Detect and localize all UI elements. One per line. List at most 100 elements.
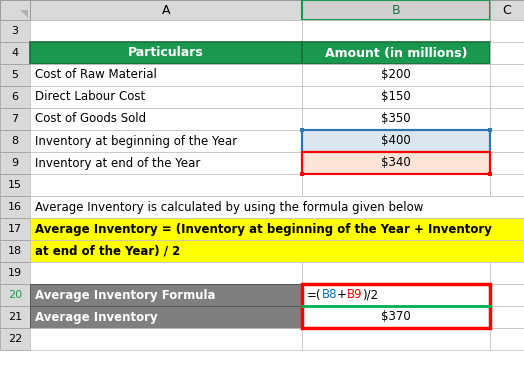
- Bar: [302, 284, 490, 306]
- Bar: [300, 172, 304, 176]
- Bar: [0, 42, 30, 64]
- Bar: [302, 20, 490, 42]
- Bar: [490, 262, 524, 284]
- Bar: [302, 262, 490, 284]
- Text: Average Inventory: Average Inventory: [35, 311, 158, 324]
- Text: B8: B8: [322, 289, 337, 301]
- Text: 5: 5: [12, 70, 18, 80]
- Bar: [0, 152, 30, 174]
- Bar: [302, 174, 490, 196]
- Bar: [30, 42, 302, 64]
- Bar: [490, 174, 524, 196]
- Text: 22: 22: [8, 334, 22, 344]
- Bar: [0, 86, 30, 108]
- Bar: [30, 130, 302, 152]
- Bar: [0, 0, 30, 20]
- Bar: [302, 130, 490, 152]
- Bar: [30, 284, 302, 306]
- Bar: [302, 284, 490, 328]
- Bar: [30, 108, 302, 130]
- Text: 7: 7: [12, 114, 18, 124]
- Bar: [490, 130, 524, 152]
- Bar: [302, 152, 490, 174]
- Bar: [302, 306, 490, 328]
- Text: 19: 19: [8, 268, 22, 278]
- Bar: [0, 20, 30, 42]
- Bar: [30, 218, 524, 240]
- Bar: [0, 174, 30, 196]
- Bar: [30, 64, 302, 86]
- Bar: [490, 42, 524, 64]
- Polygon shape: [20, 10, 28, 18]
- Bar: [30, 0, 302, 20]
- Bar: [490, 328, 524, 350]
- Bar: [0, 108, 30, 130]
- Text: 4: 4: [12, 48, 18, 58]
- Text: 17: 17: [8, 224, 22, 234]
- Bar: [30, 196, 524, 218]
- Text: $200: $200: [381, 68, 411, 81]
- Text: at end of the Year) / 2: at end of the Year) / 2: [35, 244, 180, 257]
- Text: $400: $400: [381, 135, 411, 148]
- Bar: [302, 328, 490, 350]
- Text: Amount (in millions): Amount (in millions): [325, 46, 467, 60]
- Bar: [302, 152, 490, 174]
- Bar: [0, 130, 30, 152]
- Bar: [30, 86, 302, 108]
- Text: Average Inventory Formula: Average Inventory Formula: [35, 289, 215, 301]
- Text: Cost of Goods Sold: Cost of Goods Sold: [35, 112, 146, 125]
- Bar: [0, 306, 30, 328]
- Bar: [302, 108, 490, 130]
- Bar: [302, 42, 490, 64]
- Bar: [302, 86, 490, 108]
- Text: 20: 20: [8, 290, 22, 300]
- Bar: [490, 152, 524, 174]
- Text: +: +: [337, 289, 347, 301]
- Text: $150: $150: [381, 90, 411, 103]
- Text: =(: =(: [307, 289, 322, 301]
- Text: Cost of Raw Material: Cost of Raw Material: [35, 68, 157, 81]
- Bar: [490, 306, 524, 328]
- Text: $370: $370: [381, 311, 411, 324]
- Text: Inventory at end of the Year: Inventory at end of the Year: [35, 157, 200, 170]
- Bar: [30, 328, 302, 350]
- Text: 8: 8: [12, 136, 18, 146]
- Text: 9: 9: [12, 158, 18, 168]
- Bar: [0, 218, 30, 240]
- Text: 15: 15: [8, 180, 22, 190]
- Text: Particulars: Particulars: [128, 46, 204, 60]
- Bar: [488, 128, 492, 132]
- Text: B: B: [391, 3, 400, 16]
- Text: 18: 18: [8, 246, 22, 256]
- Bar: [300, 128, 304, 132]
- Bar: [490, 64, 524, 86]
- Text: Inventory at beginning of the Year: Inventory at beginning of the Year: [35, 135, 237, 148]
- Text: C: C: [503, 3, 511, 16]
- Text: 21: 21: [8, 312, 22, 322]
- Text: Direct Labour Cost: Direct Labour Cost: [35, 90, 145, 103]
- Text: Average Inventory = (Inventory at beginning of the Year + Inventory: Average Inventory = (Inventory at beginn…: [35, 222, 492, 235]
- Bar: [0, 284, 30, 306]
- Bar: [488, 172, 492, 176]
- Text: A: A: [162, 3, 170, 16]
- Bar: [490, 284, 524, 306]
- Bar: [302, 64, 490, 86]
- Text: 16: 16: [8, 202, 22, 212]
- Bar: [0, 196, 30, 218]
- Bar: [490, 0, 524, 20]
- Bar: [30, 262, 302, 284]
- Bar: [0, 64, 30, 86]
- Bar: [30, 306, 302, 328]
- Bar: [0, 262, 30, 284]
- Bar: [30, 174, 302, 196]
- Bar: [490, 86, 524, 108]
- Text: 3: 3: [12, 26, 18, 36]
- Bar: [0, 328, 30, 350]
- Bar: [490, 20, 524, 42]
- Bar: [302, 130, 490, 152]
- Text: )/2: )/2: [363, 289, 379, 301]
- Bar: [490, 108, 524, 130]
- Text: $340: $340: [381, 157, 411, 170]
- Text: 6: 6: [12, 92, 18, 102]
- Bar: [302, 0, 490, 20]
